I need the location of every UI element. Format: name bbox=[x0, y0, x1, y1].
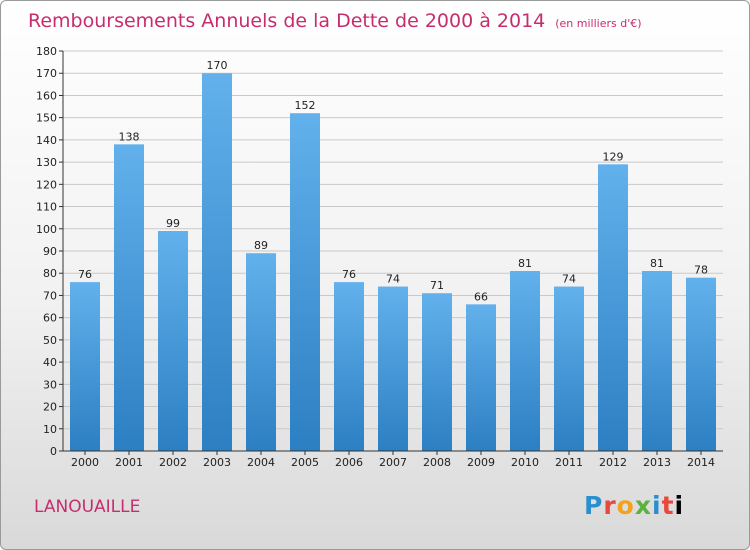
x-tick-label: 2005 bbox=[291, 456, 319, 469]
x-tick-label: 2007 bbox=[379, 456, 407, 469]
y-tick-label: 70 bbox=[43, 289, 57, 302]
data-label-2009: 66 bbox=[474, 290, 488, 303]
data-label-2007: 74 bbox=[386, 273, 400, 286]
data-label-2008: 71 bbox=[430, 279, 444, 292]
x-tick-label: 2000 bbox=[71, 456, 99, 469]
y-tick-label: 90 bbox=[43, 245, 57, 258]
x-tick-label: 2001 bbox=[115, 456, 143, 469]
bar-2008 bbox=[422, 293, 452, 451]
bar-2009 bbox=[466, 304, 496, 451]
data-label-2014: 78 bbox=[694, 264, 708, 277]
y-tick-label: 110 bbox=[36, 201, 57, 214]
data-label-2011: 74 bbox=[562, 273, 576, 286]
chart-unit: (en milliers d'€) bbox=[555, 17, 642, 30]
y-tick-label: 170 bbox=[36, 67, 57, 80]
y-tick-label: 60 bbox=[43, 312, 57, 325]
bar-2010 bbox=[510, 271, 540, 451]
x-tick-label: 2011 bbox=[555, 456, 583, 469]
x-tick-label: 2009 bbox=[467, 456, 495, 469]
data-label-2004: 89 bbox=[254, 239, 268, 252]
bar-2005 bbox=[290, 113, 320, 451]
y-tick-label: 10 bbox=[43, 423, 57, 436]
data-label-2000: 76 bbox=[78, 268, 92, 281]
bar-2000 bbox=[70, 282, 100, 451]
x-tick-label: 2013 bbox=[643, 456, 671, 469]
y-tick-label: 80 bbox=[43, 267, 57, 280]
y-tick-label: 130 bbox=[36, 156, 57, 169]
bar-2006 bbox=[334, 282, 364, 451]
bar-2007 bbox=[378, 286, 408, 451]
data-label-2005: 152 bbox=[295, 99, 316, 112]
bars bbox=[70, 73, 716, 452]
x-tick-label: 2002 bbox=[159, 456, 187, 469]
bar-2002 bbox=[158, 231, 188, 451]
y-tick-label: 20 bbox=[43, 401, 57, 414]
y-tick-label: 150 bbox=[36, 112, 57, 125]
x-axis-ticks: 2000 2001 2002 2003 2004 2005 2006 2007 2008 2009… bbox=[71, 451, 715, 469]
bar-2003 bbox=[202, 73, 232, 451]
bar-2013 bbox=[642, 271, 672, 451]
y-tick-label: 180 bbox=[36, 45, 57, 58]
chart-title-text: Remboursements Annuels de la Dette de 20… bbox=[28, 10, 546, 32]
y-tick-label: 0 bbox=[50, 445, 57, 458]
data-label-2003: 170 bbox=[207, 59, 228, 72]
y-tick-label: 50 bbox=[43, 334, 57, 347]
y-tick-label: 30 bbox=[43, 378, 57, 391]
y-axis-ticks: 0 10 20 30 40 50 60 70 80 90 100 110 120 130 140 150 160… bbox=[36, 45, 63, 458]
data-label-2002: 99 bbox=[166, 217, 180, 230]
data-label-2001: 138 bbox=[119, 130, 140, 143]
bar-2012 bbox=[598, 164, 628, 452]
y-tick-label: 40 bbox=[43, 356, 57, 369]
proxiti-logo: Proxiti bbox=[584, 491, 685, 520]
bar-2014 bbox=[686, 277, 716, 451]
y-tick-label: 100 bbox=[36, 223, 57, 236]
y-tick-label: 160 bbox=[36, 89, 57, 102]
commune-name: LANOUAILLE bbox=[34, 497, 141, 517]
chart-title: Remboursements Annuels de la Dette de 20… bbox=[28, 10, 642, 32]
x-tick-label: 2006 bbox=[335, 456, 363, 469]
data-label-2006: 76 bbox=[342, 268, 356, 281]
data-labels: 76 138 99 170 89 152 76 74 71 66 81 74 129 81 78 bbox=[78, 59, 708, 303]
y-tick-label: 120 bbox=[36, 178, 57, 191]
x-tick-label: 2003 bbox=[203, 456, 231, 469]
x-tick-label: 2014 bbox=[687, 456, 715, 469]
data-label-2010: 81 bbox=[518, 257, 532, 270]
x-tick-label: 2010 bbox=[511, 456, 539, 469]
x-tick-label: 2004 bbox=[247, 456, 275, 469]
bar-2001 bbox=[114, 144, 144, 452]
y-tick-label: 140 bbox=[36, 134, 57, 147]
data-label-2013: 81 bbox=[650, 257, 664, 270]
x-tick-label: 2008 bbox=[423, 456, 451, 469]
data-label-2012: 129 bbox=[603, 150, 624, 163]
x-tick-label: 2012 bbox=[599, 456, 627, 469]
bar-2004 bbox=[246, 253, 276, 451]
bar-2011 bbox=[554, 286, 584, 451]
